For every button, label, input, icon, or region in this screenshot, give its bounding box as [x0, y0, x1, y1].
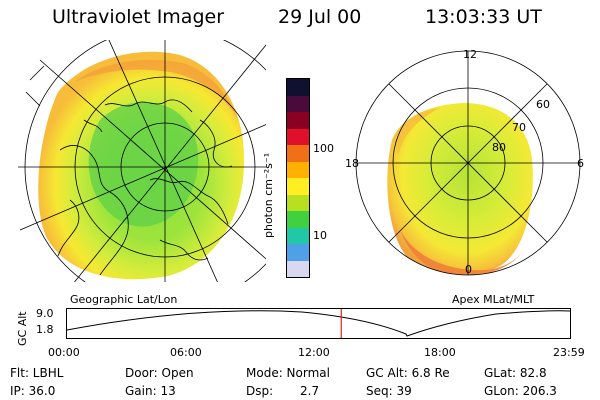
info-gc-alt: GC Alt: 6.8 Re — [366, 366, 450, 380]
mlt-label-6: 6 — [577, 157, 584, 170]
colorbar-band — [287, 161, 309, 178]
coastlines — [25, 65, 233, 276]
info-door: Door: Open — [125, 366, 194, 380]
mlat-mlt-grid — [355, 50, 581, 276]
date-label: 29 Jul 00 — [278, 6, 362, 28]
colorbar-band — [287, 145, 309, 162]
mlat-label-60: 60 — [536, 98, 550, 111]
colorbar-band — [287, 178, 309, 195]
altitude-xtick-3: 18:00 — [424, 346, 456, 359]
colorbar-band — [287, 260, 309, 277]
colorbar-band — [287, 128, 309, 145]
colorbar-band — [287, 244, 309, 261]
colorbar-band — [287, 112, 309, 129]
time-label: 13:03:33 UT — [425, 6, 542, 28]
mlt-label-0: 0 — [465, 263, 472, 276]
magnetic-image — [387, 103, 533, 275]
mlat-label-80: 80 — [492, 141, 506, 154]
colorbar-tick-10: 10 — [313, 229, 327, 242]
instrument-title: Ultraviolet Imager — [52, 6, 225, 28]
colorbar-band — [287, 79, 309, 96]
colorbar — [286, 78, 310, 278]
info-ip: IP: 36.0 — [10, 384, 56, 398]
geographic-caption: Geographic Lat/Lon — [70, 293, 178, 306]
info-glat: GLat: 82.8 — [484, 366, 547, 380]
altitude-curve — [66, 310, 571, 337]
colorbar-band — [287, 194, 309, 211]
altitude-xtick-0: 00:00 — [48, 346, 80, 359]
altitude-plot — [66, 308, 571, 339]
mlt-label-12: 12 — [463, 48, 477, 61]
geographic-image — [18, 40, 266, 282]
colorbar-unit-label: photon cm⁻²s⁻¹ — [262, 152, 275, 238]
geographic-grid — [18, 40, 266, 282]
altitude-plot-frame — [66, 308, 571, 339]
info-dsp-value: 2.7 — [300, 384, 320, 398]
info-dsp-label: Dsp: — [246, 384, 274, 398]
mlat-label-70: 70 — [512, 121, 526, 134]
altitude-ylabel: GC Alt — [16, 311, 29, 346]
colorbar-band — [287, 95, 309, 112]
colorbar-tick-100: 100 — [313, 142, 334, 155]
altitude-ytick-bottom: 1.8 — [36, 323, 54, 336]
altitude-xtick-4: 23:59 — [553, 346, 585, 359]
mlt-label-18: 18 — [345, 157, 359, 170]
magnetic-caption: Apex MLat/MLT — [452, 293, 535, 306]
colorbar-band — [287, 211, 309, 228]
info-mode: Mode: Normal — [246, 366, 330, 380]
info-filter: Flt: LBHL — [10, 366, 64, 380]
altitude-ytick-top: 9.0 — [36, 307, 54, 320]
colorbar-band — [287, 227, 309, 244]
altitude-xtick-1: 06:00 — [170, 346, 202, 359]
info-glon: GLon: 206.3 — [484, 384, 557, 398]
info-seq: Seq: 39 — [366, 384, 412, 398]
altitude-xtick-2: 12:00 — [298, 346, 330, 359]
info-gain: Gain: 13 — [125, 384, 176, 398]
